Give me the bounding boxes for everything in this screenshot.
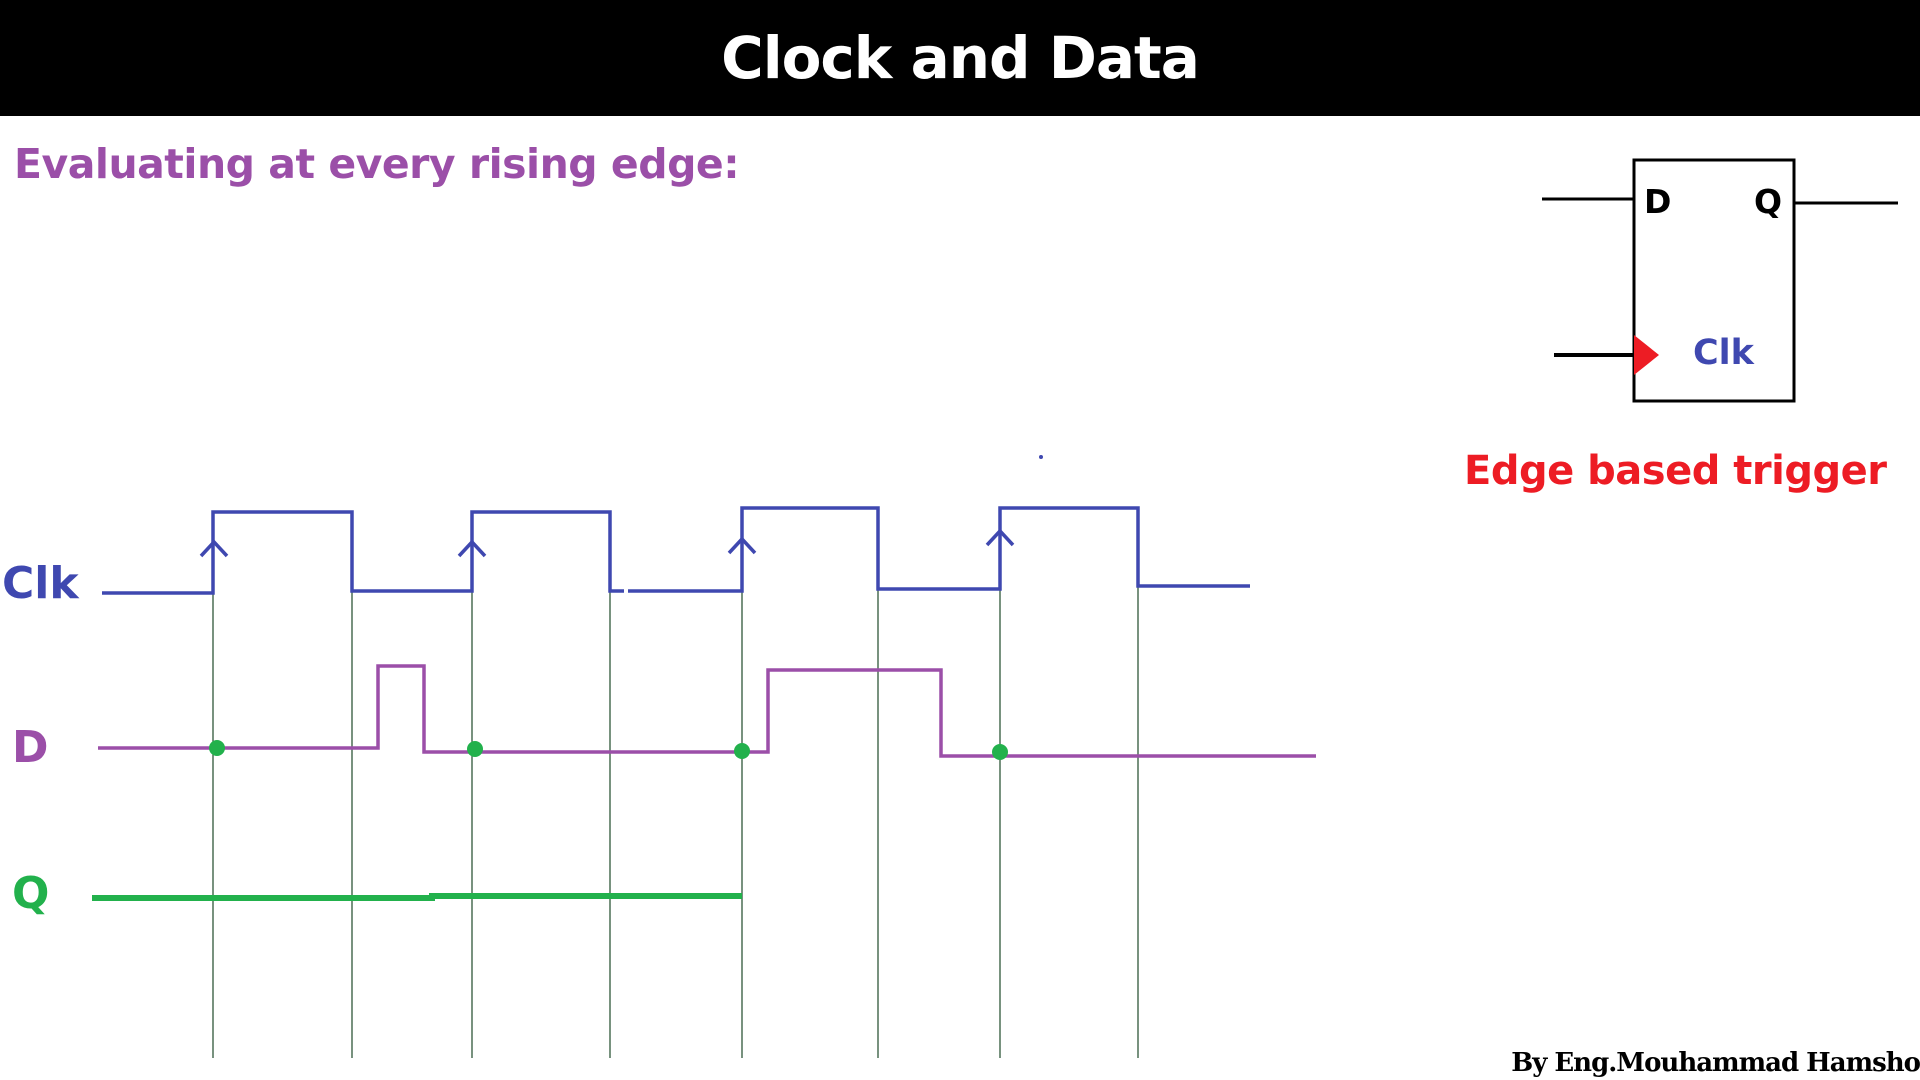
sample-points xyxy=(209,740,1008,760)
trigger-caption: Edge based trigger xyxy=(1464,448,1887,494)
signal-label-q: Q xyxy=(12,868,50,919)
edge-guides xyxy=(212,508,1139,1058)
d-flip-flop: D Q Clk xyxy=(1542,158,1898,403)
title-bar: Clock and Data xyxy=(0,0,1920,116)
clk-segment xyxy=(628,506,1250,593)
subtitle: Evaluating at every rising edge: xyxy=(14,140,740,188)
edge-trigger-icon xyxy=(1634,335,1659,375)
sample-dot xyxy=(467,741,483,757)
author-credit: By Eng.Mouhammad Hamsho xyxy=(1511,1048,1920,1078)
d-waveform xyxy=(98,664,1316,758)
clk-rising-arrow xyxy=(985,528,1015,547)
q-waveform xyxy=(92,893,742,901)
sample-dot xyxy=(209,740,225,756)
signal-label-d: D xyxy=(12,722,49,773)
flip-flop-body xyxy=(1632,158,1796,403)
clk-rising-arrow xyxy=(457,539,487,558)
clk-segment xyxy=(102,510,624,595)
stray-dot xyxy=(1039,455,1043,459)
sample-dot xyxy=(734,743,750,759)
q-signal xyxy=(92,893,742,901)
ff-d-label: D xyxy=(1644,182,1671,221)
d-signal xyxy=(98,664,1316,758)
clk-waveform xyxy=(102,455,1250,595)
clk-rising-arrow xyxy=(199,539,229,558)
signal-label-clk: Clk xyxy=(2,558,79,609)
sample-dot xyxy=(992,744,1008,760)
ff-clk-label: Clk xyxy=(1693,333,1755,373)
clk-rising-arrow xyxy=(727,536,757,555)
slide-title: Clock and Data xyxy=(721,24,1200,92)
ff-q-label: Q xyxy=(1754,182,1782,221)
